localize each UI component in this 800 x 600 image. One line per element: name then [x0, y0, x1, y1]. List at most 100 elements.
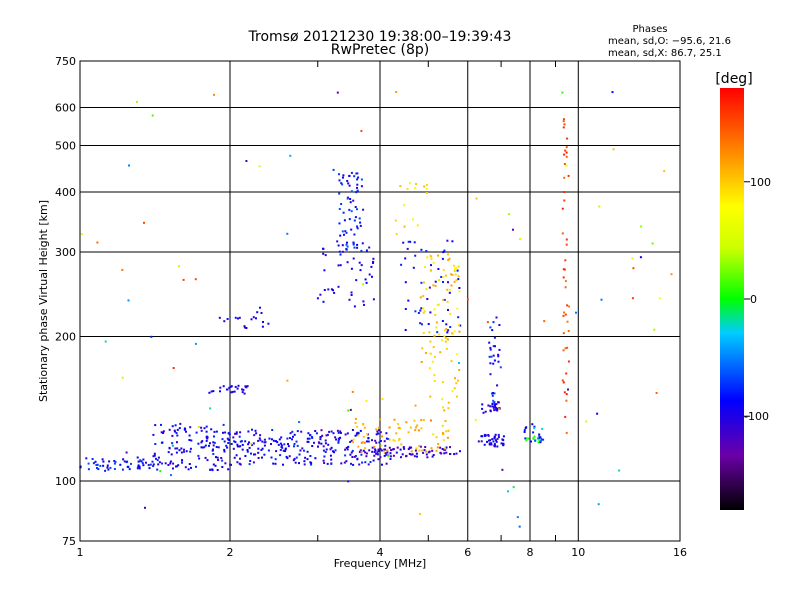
data-point	[246, 450, 249, 453]
data-point	[95, 464, 98, 466]
data-point	[443, 448, 445, 451]
data-point	[222, 431, 224, 434]
data-point	[457, 324, 460, 327]
data-point	[178, 427, 181, 430]
data-point	[561, 379, 564, 382]
data-point	[255, 317, 257, 320]
data-point	[336, 91, 339, 94]
data-point	[257, 439, 260, 442]
data-point	[437, 303, 440, 306]
data-point	[442, 381, 444, 384]
data-point	[236, 387, 239, 390]
data-point	[493, 359, 496, 362]
data-point	[489, 362, 492, 365]
data-point	[303, 449, 305, 452]
data-point	[271, 438, 273, 441]
data-point	[458, 290, 461, 293]
data-point	[178, 449, 181, 452]
data-point	[563, 153, 566, 156]
data-point	[360, 185, 363, 188]
y-axis-label: Stationary phase Virtual Height [km]	[37, 200, 50, 402]
data-point	[379, 431, 382, 434]
data-point	[618, 469, 621, 472]
data-point	[353, 233, 356, 236]
data-point	[212, 444, 215, 447]
data-point	[346, 197, 349, 200]
data-point	[185, 430, 187, 433]
data-point	[244, 455, 247, 457]
data-point	[561, 91, 564, 94]
data-point	[243, 325, 246, 328]
data-point	[236, 443, 239, 446]
data-point	[217, 459, 220, 461]
data-point	[393, 418, 396, 421]
data-point	[215, 446, 218, 448]
data-point	[349, 453, 352, 456]
data-point	[444, 340, 447, 343]
data-point	[422, 332, 425, 334]
data-point	[218, 316, 221, 319]
data-point	[381, 398, 384, 400]
data-point	[347, 445, 350, 448]
data-point	[632, 267, 635, 270]
data-point	[439, 446, 442, 449]
data-point	[150, 335, 153, 338]
data-point	[397, 423, 400, 425]
data-point	[128, 164, 130, 167]
data-point	[336, 429, 339, 432]
data-point	[502, 443, 505, 446]
data-point	[227, 432, 230, 435]
data-point	[252, 461, 255, 464]
data-point	[161, 441, 164, 444]
data-point	[337, 285, 340, 288]
data-point	[655, 392, 658, 394]
data-point	[365, 400, 368, 402]
data-point	[350, 462, 352, 465]
data-point	[361, 461, 364, 464]
data-point	[444, 274, 447, 277]
data-point	[205, 439, 208, 442]
data-point	[446, 239, 449, 242]
data-point	[365, 452, 368, 455]
data-point	[348, 175, 351, 177]
data-point	[213, 441, 216, 444]
data-point	[244, 440, 247, 443]
data-point	[541, 427, 544, 430]
data-point	[113, 468, 116, 470]
data-point	[378, 441, 381, 444]
data-point	[434, 355, 436, 358]
data-point	[490, 443, 493, 446]
data-point	[307, 432, 310, 435]
data-point	[404, 329, 407, 331]
data-point	[362, 441, 365, 444]
data-point	[446, 300, 449, 303]
data-point	[151, 114, 154, 117]
data-point	[144, 506, 146, 509]
data-point	[445, 347, 448, 350]
data-point	[213, 430, 216, 433]
data-point	[402, 446, 405, 449]
data-point	[360, 178, 363, 181]
data-point	[429, 340, 432, 343]
data-point	[239, 457, 241, 460]
data-point	[338, 192, 341, 195]
data-point	[367, 440, 370, 443]
data-point	[564, 347, 567, 350]
data-point	[450, 273, 453, 276]
data-point	[451, 240, 454, 243]
data-point	[453, 280, 456, 283]
data-point	[236, 445, 239, 448]
data-point	[139, 459, 142, 462]
data-point	[440, 452, 443, 455]
data-point	[309, 461, 312, 464]
data-point	[493, 437, 496, 440]
data-point	[383, 440, 386, 443]
data-point	[332, 168, 335, 171]
data-point	[307, 440, 310, 443]
data-point	[357, 434, 360, 437]
data-point	[405, 455, 407, 458]
data-point	[171, 434, 174, 437]
data-point	[525, 439, 528, 442]
data-point	[441, 432, 444, 435]
data-point	[449, 453, 452, 455]
